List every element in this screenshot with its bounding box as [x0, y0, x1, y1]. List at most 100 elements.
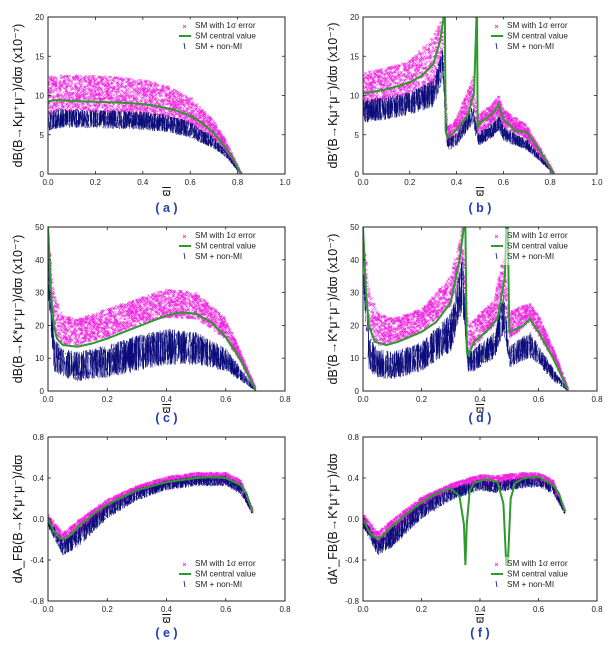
chart-panel-b: 0.0 0.2 0.4 0.6 0.8 1.005101520dB'(B→Kμ⁺μ⁻)/d… [326, 13, 603, 215]
point-sm-1sigma [126, 90, 129, 94]
point-sm-1sigma [182, 94, 186, 97]
point-sm-1sigma [198, 113, 201, 116]
point-sm-1sigma [48, 102, 51, 105]
point-sm-1sigma [91, 84, 94, 88]
point-sm-1sigma [88, 103, 91, 107]
point-sm-1sigma [171, 112, 174, 115]
point-sm-1sigma [174, 102, 178, 106]
point-sm-1sigma [119, 92, 123, 96]
point-sm-1sigma [55, 104, 58, 108]
point-sm-1sigma [93, 81, 97, 84]
point-sm-1sigma [159, 99, 163, 103]
point-sm-1sigma [78, 95, 82, 99]
point-sm-1sigma [152, 87, 155, 90]
point-sm-1sigma [153, 97, 157, 100]
point-sm-1sigma [115, 94, 119, 97]
point-sm-1sigma [92, 98, 96, 101]
point-sm-1sigma [62, 79, 66, 83]
point-sm-1sigma [127, 105, 131, 108]
point-sm-1sigma [187, 118, 191, 122]
point-sm-1sigma [124, 89, 128, 93]
point-sm-1sigma [110, 81, 113, 85]
point-sm-1sigma [194, 103, 197, 107]
point-sm-1sigma [139, 100, 142, 104]
point-sm-1sigma [190, 108, 193, 111]
point-sm-1sigma [63, 93, 66, 97]
point-sm-1sigma [209, 117, 213, 120]
point-sm-1sigma [159, 91, 162, 94]
point-sm-1sigma [49, 75, 52, 78]
point-sm-1sigma [109, 107, 112, 110]
x-tick-label: 0.4 [137, 178, 149, 187]
point-sm-1sigma [204, 127, 208, 131]
point-sm-1sigma [83, 75, 87, 79]
point-sm-1sigma [68, 101, 71, 105]
point-sm-1sigma [158, 93, 161, 96]
y-tick-label: 20 [35, 13, 44, 22]
point-sm-1sigma [80, 80, 84, 83]
point-sm-1sigma [176, 90, 179, 93]
point-sm-1sigma [77, 77, 81, 80]
point-sm-1sigma [167, 85, 170, 88]
point-sm-1sigma [130, 90, 133, 94]
point-sm-1sigma [174, 100, 177, 103]
point-sm-1sigma [55, 102, 59, 105]
point-sm-1sigma [91, 74, 95, 78]
point-sm-1sigma [130, 77, 133, 81]
point-sm-1sigma [125, 94, 128, 98]
point-sm-1sigma [128, 91, 132, 95]
point-sm-1sigma [75, 96, 79, 99]
point-sm-1sigma [87, 92, 91, 95]
point-sm-1sigma [203, 110, 207, 114]
point-sm-1sigma [121, 78, 124, 82]
point-sm-1sigma [160, 98, 163, 101]
point-sm-1sigma [473, 108, 476, 111]
chart-panel-a: 0.0 0.2 0.4 0.6 0.8 1.0 0 5 10 15 20 dB(B→Kμ⁺μ⁻)/dϖ… [11, 13, 291, 215]
point-sm-1sigma [179, 101, 183, 105]
point-sm-1sigma [112, 93, 116, 97]
point-sm-1sigma [101, 91, 105, 94]
point-sm-1sigma [62, 91, 65, 94]
point-sm-1sigma [104, 107, 107, 111]
y-axis-label: dB(B→Kμ⁺μ⁻)/dϖ (x10⁻⁷) [11, 24, 25, 168]
point-sm-1sigma [140, 84, 143, 88]
point-sm-1sigma [111, 105, 114, 109]
point-sm-1sigma [429, 73, 433, 77]
series-sm-non-mi [48, 108, 242, 174]
point-sm-1sigma [185, 101, 188, 104]
point-sm-1sigma [212, 121, 216, 125]
point-sm-1sigma [135, 79, 139, 82]
point-sm-1sigma [151, 108, 155, 111]
point-sm-1sigma [73, 91, 77, 94]
point-sm-1sigma [156, 99, 159, 103]
x-axis-label: ϖ [162, 188, 171, 199]
point-sm-1sigma [417, 85, 421, 88]
point-sm-1sigma [52, 88, 56, 91]
point-sm-1sigma [188, 100, 192, 103]
y-tick-label: 0 [40, 170, 45, 179]
point-sm-1sigma [91, 97, 95, 100]
point-sm-1sigma [51, 79, 55, 83]
point-sm-1sigma [116, 103, 120, 107]
point-sm-1sigma [70, 82, 74, 85]
point-sm-1sigma [55, 89, 59, 93]
point-sm-1sigma [78, 82, 81, 85]
point-sm-1sigma [79, 91, 82, 95]
point-sm-1sigma [96, 75, 100, 79]
point-sm-1sigma [78, 105, 81, 108]
point-sm-1sigma [133, 105, 137, 109]
point-sm-1sigma [189, 98, 192, 101]
point-sm-1sigma [124, 91, 127, 95]
point-sm-1sigma [113, 107, 116, 111]
point-sm-1sigma [215, 127, 218, 131]
point-sm-1sigma [77, 106, 80, 110]
point-sm-1sigma [145, 98, 149, 101]
point-sm-1sigma [147, 79, 150, 83]
x-tick-label: 0.8 [232, 178, 244, 187]
x-tick-label: 0.0 [42, 178, 54, 187]
point-sm-1sigma [128, 88, 131, 92]
point-sm-1sigma [180, 92, 183, 95]
point-sm-1sigma [103, 93, 107, 97]
point-sm-1sigma [104, 76, 108, 80]
